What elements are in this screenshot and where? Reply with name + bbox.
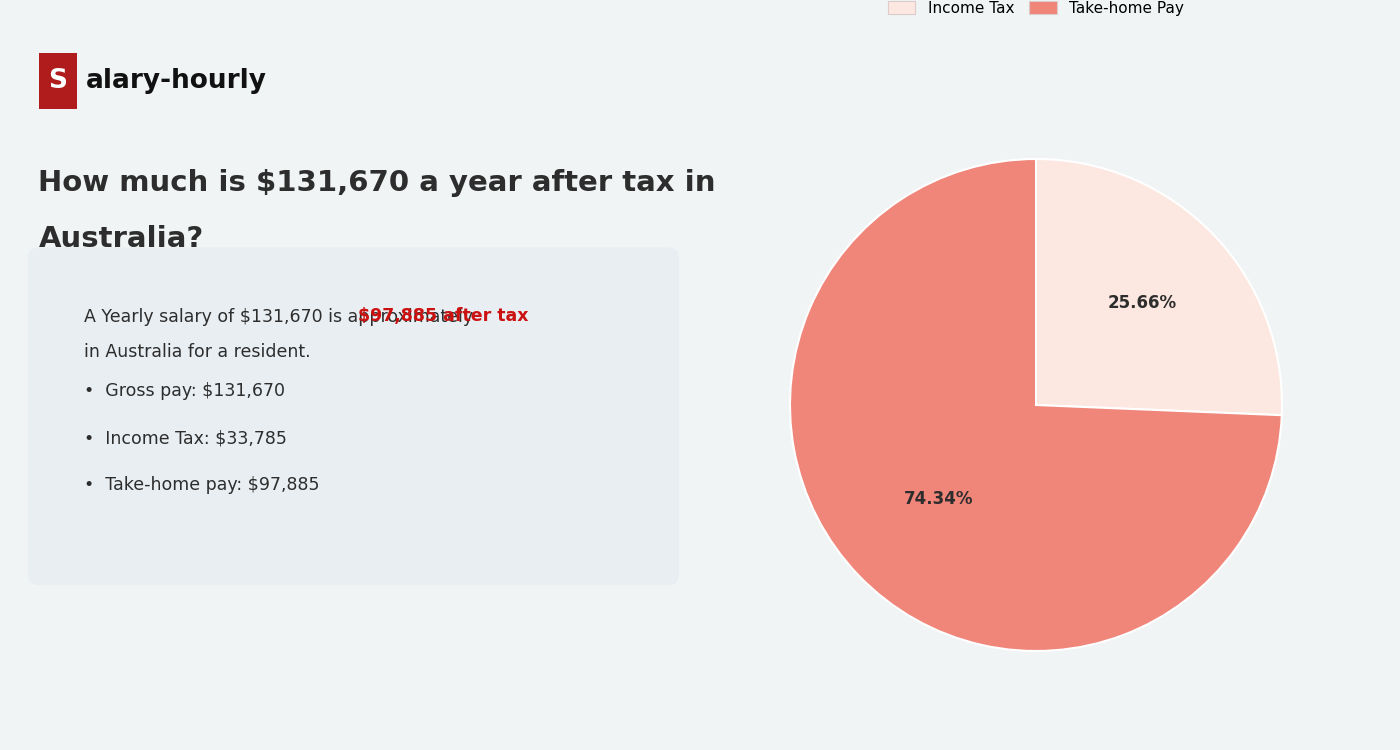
Text: S: S bbox=[48, 68, 67, 94]
Text: •  Take-home pay: $97,885: • Take-home pay: $97,885 bbox=[84, 476, 319, 494]
FancyBboxPatch shape bbox=[39, 53, 77, 109]
Wedge shape bbox=[790, 159, 1282, 651]
Text: alary-hourly: alary-hourly bbox=[85, 68, 266, 94]
FancyBboxPatch shape bbox=[28, 248, 679, 585]
Text: $97,885 after tax: $97,885 after tax bbox=[358, 308, 529, 326]
Text: •  Income Tax: $33,785: • Income Tax: $33,785 bbox=[84, 429, 287, 447]
Text: Australia?: Australia? bbox=[39, 225, 204, 253]
Legend: Income Tax, Take-home Pay: Income Tax, Take-home Pay bbox=[882, 0, 1190, 22]
Text: 74.34%: 74.34% bbox=[903, 490, 973, 508]
Wedge shape bbox=[1036, 159, 1282, 416]
Text: A Yearly salary of $131,670 is approximately: A Yearly salary of $131,670 is approxima… bbox=[84, 308, 479, 326]
Text: •  Gross pay: $131,670: • Gross pay: $131,670 bbox=[84, 382, 286, 400]
Text: in Australia for a resident.: in Australia for a resident. bbox=[84, 343, 311, 361]
Text: 25.66%: 25.66% bbox=[1107, 294, 1177, 312]
Text: How much is $131,670 a year after tax in: How much is $131,670 a year after tax in bbox=[39, 169, 715, 196]
